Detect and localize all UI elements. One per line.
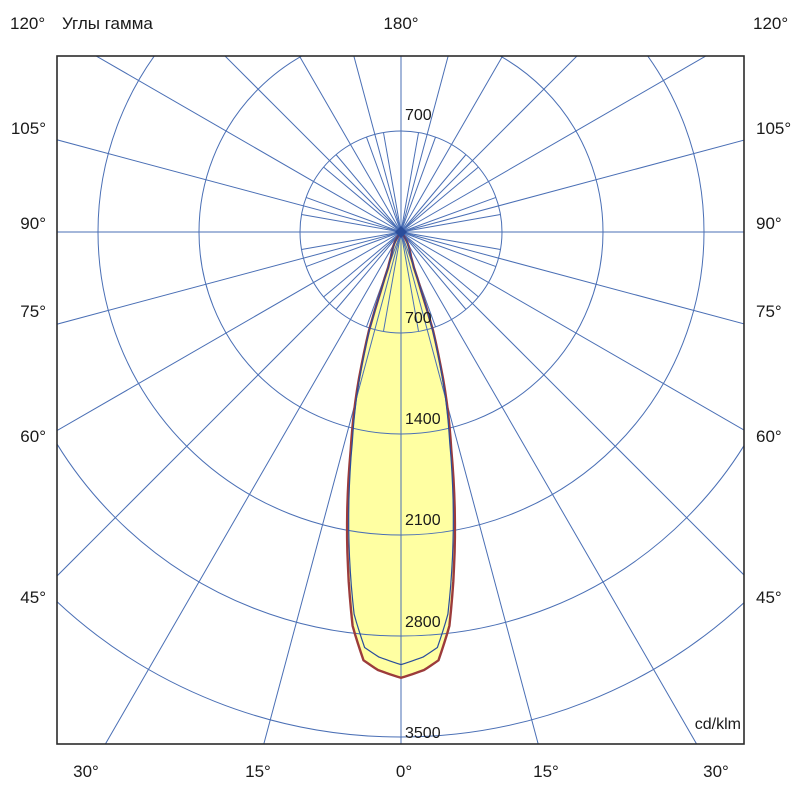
left-axis-45: 45°: [20, 588, 46, 607]
unit-label: cd/klm: [694, 716, 741, 733]
ring-label-700-above: 700: [405, 107, 432, 124]
ring-label-3500: 3500: [405, 725, 441, 742]
ring-label-2100: 2100: [405, 512, 441, 529]
right-axis-45: 45°: [756, 588, 782, 607]
bottom-axis-15r: 15°: [533, 762, 559, 781]
ring-label-2800: 2800: [405, 614, 441, 631]
right-axis-60: 60°: [756, 427, 782, 446]
gamma-angle-top-right-label: 120°: [753, 14, 789, 33]
bottom-axis-30l: 30°: [73, 762, 99, 781]
gamma-angle-top-left-label: 120°: [10, 14, 46, 33]
left-axis-105: 105°: [10, 119, 46, 138]
bottom-axis-15l: 15°: [245, 762, 271, 781]
left-axis-75: 75°: [20, 302, 46, 321]
bottom-axis-30r: 30°: [703, 762, 729, 781]
left-axis-60: 60°: [20, 427, 46, 446]
ring-label-1400: 1400: [405, 411, 441, 428]
right-axis-105: 105°: [756, 119, 792, 138]
bottom-axis-0: 0°: [395, 762, 413, 781]
right-axis-90: 90°: [756, 214, 782, 233]
left-axis-90: 90°: [20, 214, 46, 233]
ring-label-700: 700: [405, 310, 432, 327]
gamma-angle-top-center-label: 180°: [383, 14, 419, 33]
chart-title: Углы гамма: [62, 14, 153, 33]
right-axis-75: 75°: [756, 302, 782, 321]
